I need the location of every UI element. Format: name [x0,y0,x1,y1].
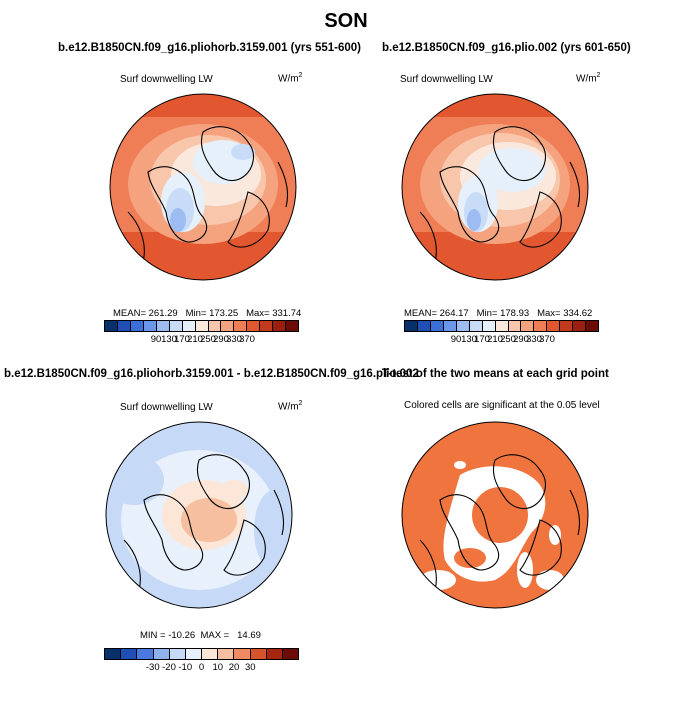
panel1-colorbar-swatch [117,321,131,331]
panel1-colorbar-swatch [273,321,287,331]
panel1-colorbar-tick-label: 90 [150,334,162,345]
panel1-colorbar-tick-label: 250 [200,334,216,345]
panel2-colorbar-tick-label: 130 [461,334,477,345]
panel2-colorbar [404,320,599,332]
panel2-colorbar-swatch [586,321,599,331]
panel1-colorbar-tick-label: 130 [161,334,177,345]
panel3-colorbar-tick-label: 10 [212,662,224,673]
panel3-colorbar-tick-label: -10 [178,662,193,673]
panel1-colorbar-tick-label: 210 [187,334,203,345]
panel2-colorbar-ticks: 90 130 170 210 250 290 330 370 [404,334,599,346]
panel2-colorbar-tick-label: 330 [526,334,542,345]
panel2-colorbar-tick-label: 370 [539,334,555,345]
panel2-colorbar-tick-label: 90 [450,334,462,345]
panel3-colorbar-swatch [250,649,267,659]
panel1-colorbar-swatch [105,321,118,331]
panel2-colorbar-swatch [560,321,574,331]
panel2-colorbar-swatch [417,321,431,331]
panel1-colorbar-ticks: 90 130 170 210 250 290 330 370 [104,334,299,346]
figure-title: SON [324,10,368,32]
panel3-colorbar-swatch [137,649,154,659]
panel2-colorbar-tick-label: 170 [474,334,490,345]
panel3-units: W/m2 [278,400,303,413]
panel1-colorbar-swatch [182,321,196,331]
panel3-colorbar-swatch [121,649,138,659]
panel4-title: T-test of the two means at each grid poi… [382,368,609,380]
panel1-polar-map [109,93,297,281]
panel2-colorbar-swatch [443,321,457,331]
panel1-colorbar-swatch [221,321,235,331]
panel2-colorbar-swatch [430,321,444,331]
panel1-colorbar-swatch [260,321,274,331]
panel3-colorbar-swatch [234,649,251,659]
panel2-colorbar-swatch [573,321,587,331]
panel3-stats: MIN = -10.26 MAX = 14.69 [140,630,261,641]
panel2-colorbar-swatch [521,321,535,331]
panel3-title: b.e12.B1850CN.f09_g16.pliohorb.3159.001 … [4,368,419,380]
panel1-variable-label: Surf downwelling LW [120,74,213,85]
panel3-colorbar-ticks: -30 -20 -10 0 10 20 30 [104,662,299,674]
panel3-colorbar-tick-label: -30 [145,662,160,673]
panel3-colorbar [104,648,299,660]
panel1-colorbar-tick-label: 370 [239,334,255,345]
panel2-colorbar-swatch [534,321,548,331]
panel2-colorbar-swatch [405,321,418,331]
panel3-colorbar-swatch [202,649,219,659]
panel4-significance-map [401,421,589,609]
panel4-subtitle: Colored cells are significant at the 0.0… [404,400,600,411]
panel2-colorbar-tick-label: 250 [500,334,516,345]
panel2-colorbar-swatch [456,321,470,331]
panel1-stats: MEAN= 261.29 Min= 173.25 Max= 331.74 [113,308,302,319]
panel2-colorbar-tick-label: 290 [513,334,529,345]
panel1-colorbar-swatch [234,321,248,331]
panel2-title: b.e12.B1850CN.f09_g16.plio.002 (yrs 601-… [382,42,631,54]
panel1-colorbar-tick-label: 290 [213,334,229,345]
panel3-colorbar-swatch [282,649,299,659]
panel1-colorbar-swatch [143,321,157,331]
panel2-colorbar-swatch [482,321,496,331]
panel1-colorbar-swatch [247,321,261,331]
panel2-stats: MEAN= 264.17 Min= 178.93 Max= 334.62 [404,308,593,319]
panel1-colorbar-tick-label: 330 [226,334,242,345]
panel1-colorbar-swatch [286,321,299,331]
panel1-colorbar-swatch [156,321,170,331]
panel1-colorbar-swatch [208,321,222,331]
panel1-colorbar-swatch [130,321,144,331]
panel3-colorbar-tick-label: 30 [244,662,256,673]
panel1-colorbar-swatch [195,321,209,331]
panel3-colorbar-swatch [266,649,283,659]
panel3-colorbar-swatch [185,649,203,659]
panel2-colorbar-swatch [508,321,522,331]
panel1-title: b.e12.B1850CN.f09_g16.pliohorb.3159.001 … [58,42,361,54]
panel2-colorbar-swatch [547,321,561,331]
panel2-polar-map [401,93,589,281]
panel1-colorbar [104,320,299,332]
panel3-polar-map [105,421,293,609]
panel3-colorbar-tick-label: -20 [162,662,176,673]
panel3-colorbar-tick-label: 0 [198,662,205,673]
panel2-colorbar-swatch [495,321,509,331]
panel2-units: W/m2 [576,72,601,85]
panel2-colorbar-swatch [469,321,483,331]
panel3-variable-label: Surf downwelling LW [120,402,213,413]
panel2-colorbar-tick-label: 210 [487,334,503,345]
panel3-colorbar-swatch [153,649,170,659]
panel1-colorbar-tick-label: 170 [174,334,190,345]
panel2-variable-label: Surf downwelling LW [400,74,493,85]
panel1-units: W/m2 [278,72,303,85]
panel3-colorbar-tick-label: 20 [228,662,240,673]
panel3-colorbar-swatch [169,649,186,659]
panel3-colorbar-swatch [218,649,235,659]
panel3-colorbar-swatch [105,649,122,659]
panel1-colorbar-swatch [169,321,183,331]
